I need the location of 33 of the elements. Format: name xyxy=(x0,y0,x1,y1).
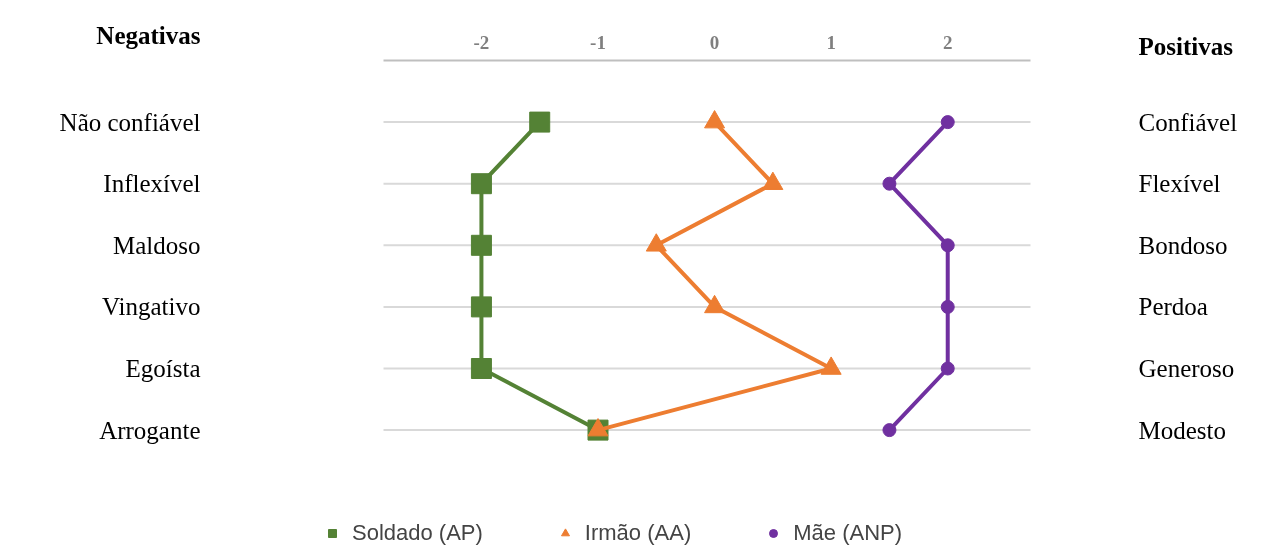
y-tick-label: Egoísta xyxy=(125,355,201,382)
point xyxy=(882,423,897,438)
y2-tick-label: Generoso xyxy=(1138,355,1235,382)
y-tick-label: Arrogante xyxy=(99,416,201,444)
legend-label: Irmão (AA) xyxy=(584,520,692,546)
point xyxy=(940,361,955,376)
y2-tick-label: Perdoa xyxy=(1138,293,1208,321)
point xyxy=(470,296,492,318)
point xyxy=(940,115,955,130)
y2-tick-label: Flexível xyxy=(1138,170,1221,198)
y2-axis-title: Positivas xyxy=(1138,32,1234,60)
y-tick-label: Maldoso xyxy=(113,231,201,259)
y2-tick-label: Bondoso xyxy=(1138,231,1228,259)
x-tick-label: -2 xyxy=(473,31,490,53)
legend-label: Soldado (AP) xyxy=(352,520,483,546)
y2-tick-label: Modesto xyxy=(1138,416,1226,444)
x-tick-label: 1 xyxy=(826,31,836,53)
y-axis-title: Negativas xyxy=(96,21,201,49)
point xyxy=(940,299,955,314)
point xyxy=(470,358,492,379)
y2-tick-label: Confiável xyxy=(1138,108,1238,136)
y-tick-label: Vingativo xyxy=(102,293,201,321)
y-tick-label: Não confiável xyxy=(59,108,201,136)
point xyxy=(470,234,492,256)
point xyxy=(470,173,492,195)
point xyxy=(529,111,551,133)
x-tick-label: -1 xyxy=(590,31,606,53)
y-tick-label: Inflexível xyxy=(103,170,201,198)
legend-label: Mãe (ANP) xyxy=(793,520,903,546)
x-tick-label: 2 xyxy=(942,31,953,53)
point xyxy=(882,176,897,191)
x-tick-label: 0 xyxy=(709,31,720,53)
point xyxy=(940,238,955,253)
